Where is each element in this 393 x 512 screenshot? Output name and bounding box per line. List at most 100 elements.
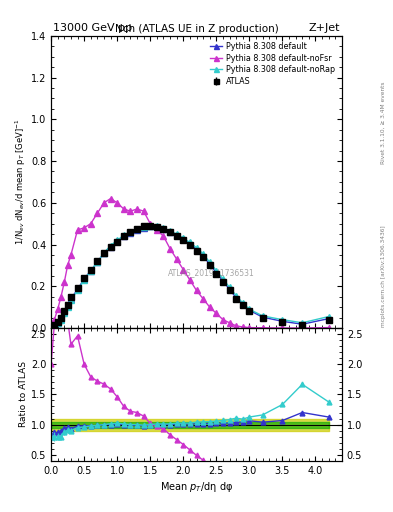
Pythia 8.308 default-noFsr — [95, 210, 100, 216]
Pythia 8.308 default-noFsr — [148, 221, 152, 227]
Pythia 8.308 default — [280, 318, 285, 325]
Pythia 8.308 default — [247, 307, 252, 313]
Pythia 8.308 default-noFsr — [128, 208, 133, 214]
Pythia 8.308 default — [300, 321, 305, 327]
Pythia 8.308 default — [234, 295, 239, 301]
Pythia 8.308 default-noRap — [68, 297, 73, 303]
Pythia 8.308 default-noRap — [148, 223, 152, 229]
Pythia 8.308 default-noFsr — [280, 325, 285, 331]
Pythia 8.308 default-noFsr — [68, 252, 73, 258]
Pythia 8.308 default-noRap — [55, 320, 60, 326]
Pythia 8.308 default-noRap — [214, 268, 219, 274]
Pythia 8.308 default-noRap — [121, 232, 126, 238]
Pythia 8.308 default — [220, 278, 225, 284]
Pythia 8.308 default — [62, 309, 67, 315]
Pythia 8.308 default — [154, 224, 159, 230]
Pythia 8.308 default-noFsr — [300, 325, 305, 331]
Pythia 8.308 default-noRap — [59, 316, 63, 323]
Pythia 8.308 default — [187, 241, 192, 247]
Pythia 8.308 default — [181, 236, 185, 242]
Pythia 8.308 default-noFsr — [62, 279, 67, 285]
Pythia 8.308 default-noFsr — [59, 293, 63, 300]
Pythia 8.308 default — [201, 253, 206, 259]
X-axis label: Mean $p_T$/dη dφ: Mean $p_T$/dη dφ — [160, 480, 233, 494]
Pythia 8.308 default-noFsr — [208, 304, 212, 310]
Pythia 8.308 default-noFsr — [82, 225, 86, 231]
Pythia 8.308 default-noRap — [326, 313, 331, 319]
Pythia 8.308 default-noFsr — [115, 200, 119, 206]
Pythia 8.308 default-noRap — [141, 224, 146, 230]
Text: mcplots.cern.ch [arXiv:1306.3436]: mcplots.cern.ch [arXiv:1306.3436] — [381, 226, 386, 327]
Pythia 8.308 default — [55, 319, 60, 326]
Pythia 8.308 default — [65, 303, 70, 309]
Pythia 8.308 default-noFsr — [220, 316, 225, 323]
Y-axis label: Ratio to ATLAS: Ratio to ATLAS — [19, 361, 28, 428]
Text: ATLAS_2019_I1736531: ATLAS_2019_I1736531 — [168, 268, 254, 278]
Pythia 8.308 default-noFsr — [75, 227, 80, 233]
Pythia 8.308 default-noRap — [65, 304, 70, 310]
Pythia 8.308 default — [161, 226, 166, 232]
Pythia 8.308 default-noRap — [52, 323, 57, 329]
Pythia 8.308 default-noFsr — [241, 324, 245, 330]
Pythia 8.308 default-noRap — [154, 223, 159, 229]
Pythia 8.308 default — [227, 286, 232, 292]
Pythia 8.308 default-noFsr — [227, 319, 232, 326]
Pythia 8.308 default-noRap — [75, 287, 80, 293]
Pythia 8.308 default-noFsr — [260, 325, 265, 331]
Pythia 8.308 default-noRap — [187, 240, 192, 246]
Pythia 8.308 default — [214, 270, 219, 276]
Pythia 8.308 default-noFsr — [187, 277, 192, 283]
Pythia 8.308 default-noFsr — [214, 310, 219, 316]
Pythia 8.308 default-noFsr — [154, 227, 159, 233]
Pythia 8.308 default — [141, 225, 146, 231]
Pythia 8.308 default — [148, 223, 152, 229]
Pythia 8.308 default — [208, 261, 212, 267]
Pythia 8.308 default — [326, 315, 331, 322]
Pythia 8.308 default-noRap — [95, 259, 100, 265]
Pythia 8.308 default-noRap — [102, 250, 107, 256]
Pythia 8.308 default-noFsr — [168, 246, 173, 252]
Pythia 8.308 default-noFsr — [88, 221, 93, 227]
Pythia 8.308 default-noFsr — [141, 208, 146, 214]
Pythia 8.308 default-noFsr — [326, 325, 331, 331]
Pythia 8.308 default-noFsr — [234, 323, 239, 329]
Pythia 8.308 default-noFsr — [135, 206, 140, 212]
Y-axis label: 1/N$_{ev}$ dN$_{ev}$/d mean p$_T$ [GeV]$^{-1}$: 1/N$_{ev}$ dN$_{ev}$/d mean p$_T$ [GeV]$… — [14, 119, 28, 245]
Pythia 8.308 default-noFsr — [121, 206, 126, 212]
Pythia 8.308 default-noRap — [62, 310, 67, 316]
Line: Pythia 8.308 default-noRap: Pythia 8.308 default-noRap — [48, 223, 331, 330]
Pythia 8.308 default — [49, 324, 53, 330]
Line: Pythia 8.308 default-noFsr: Pythia 8.308 default-noFsr — [48, 196, 331, 331]
Pythia 8.308 default-noFsr — [247, 325, 252, 331]
Pythia 8.308 default-noFsr — [161, 233, 166, 239]
Pythia 8.308 default — [241, 301, 245, 307]
Pythia 8.308 default-noRap — [208, 259, 212, 265]
Text: 13000 GeV pp: 13000 GeV pp — [53, 23, 132, 33]
Pythia 8.308 default-noRap — [227, 284, 232, 290]
Pythia 8.308 default — [194, 247, 199, 253]
Pythia 8.308 default — [52, 322, 57, 328]
Pythia 8.308 default-noFsr — [52, 316, 57, 323]
Pythia 8.308 default — [128, 230, 133, 236]
Pythia 8.308 default-noRap — [108, 243, 113, 249]
Pythia 8.308 default-noFsr — [49, 323, 53, 329]
Pythia 8.308 default — [121, 233, 126, 239]
Legend: Pythia 8.308 default, Pythia 8.308 default-noFsr, Pythia 8.308 default-noRap, AT: Pythia 8.308 default, Pythia 8.308 defau… — [208, 40, 338, 88]
Text: Z+Jet: Z+Jet — [309, 23, 340, 33]
Pythia 8.308 default-noRap — [260, 313, 265, 319]
Pythia 8.308 default-noRap — [168, 228, 173, 234]
Pythia 8.308 default-noFsr — [181, 266, 185, 272]
Pythia 8.308 default-noFsr — [102, 200, 107, 206]
Pythia 8.308 default-noRap — [220, 276, 225, 282]
Pythia 8.308 default-noFsr — [174, 256, 179, 262]
Pythia 8.308 default — [75, 286, 80, 292]
Pythia 8.308 default-noFsr — [55, 306, 60, 312]
Pythia 8.308 default-noRap — [115, 237, 119, 243]
Pythia 8.308 default-noRap — [161, 225, 166, 231]
Pythia 8.308 default — [68, 296, 73, 302]
Pythia 8.308 default-noRap — [300, 319, 305, 326]
Pythia 8.308 default-noRap — [194, 245, 199, 251]
Pythia 8.308 default-noRap — [82, 277, 86, 283]
Pythia 8.308 default-noRap — [49, 324, 53, 330]
Pythia 8.308 default — [108, 244, 113, 250]
